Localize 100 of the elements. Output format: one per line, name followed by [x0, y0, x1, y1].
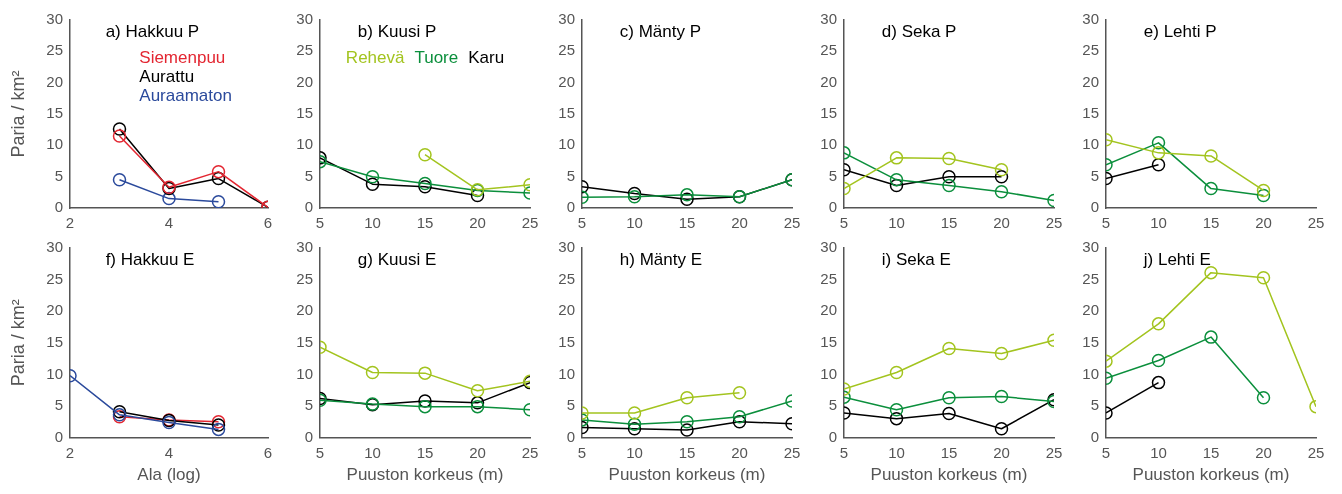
y-tick-label: 20: [46, 72, 63, 90]
x-tick-label: 20: [1255, 443, 1272, 461]
y-tick-label: 20: [820, 72, 837, 90]
y-tick-label: 25: [46, 41, 63, 59]
x-tick-label: 5: [577, 443, 587, 461]
y-tick-label: 15: [1082, 104, 1099, 122]
y-axis-title: Paria / km²: [7, 299, 28, 387]
y-tick-label: 10: [820, 135, 837, 153]
x-tick-label: 6: [263, 443, 273, 461]
y-tick-label: 30: [820, 238, 837, 256]
y-tick-label: 5: [54, 396, 63, 414]
x-tick-label: 20: [993, 214, 1010, 232]
y-tick-label: 20: [558, 301, 575, 319]
y-tick-label: 30: [46, 238, 63, 256]
y-tick-label: 10: [296, 135, 313, 153]
text: Aurattu: [139, 66, 195, 86]
y-tick-label: 15: [558, 104, 575, 122]
y-tick-label: 20: [1082, 301, 1099, 319]
y-tick-label: 20: [296, 72, 313, 90]
y-tick-label: 0: [1090, 427, 1099, 445]
chart-title: d) Seka P: [881, 21, 957, 41]
y-tick-label: 10: [296, 364, 313, 382]
y-tick-label: 20: [558, 72, 575, 90]
y-tick-label: 0: [54, 427, 63, 445]
y-tick-label: 0: [304, 198, 313, 216]
x-tick-label: 15: [1202, 214, 1220, 232]
x-tick-label: 25: [1045, 443, 1063, 461]
y-tick-label: 15: [46, 332, 63, 350]
y-tick-label: 30: [820, 10, 837, 28]
y-tick-label: 10: [558, 135, 575, 153]
x-tick-label: 20: [1255, 214, 1272, 232]
x-tick-label: 5: [577, 214, 587, 232]
text: Tuore: [414, 47, 459, 67]
y-tick-label: 20: [1082, 72, 1099, 90]
y-tick-label: 5: [828, 396, 837, 414]
chart-title: b) Kuusi P: [357, 21, 437, 41]
chart-title: g) Kuusi E: [357, 249, 437, 269]
y-tick-label: 30: [558, 238, 575, 256]
y-tick-label: 5: [828, 166, 837, 184]
text: Siemenpuu: [139, 47, 226, 67]
x-tick-label: 10: [1150, 214, 1167, 232]
x-tick-label: 5: [315, 214, 325, 232]
x-tick-label: 25: [783, 443, 801, 461]
chart-title: f) Hakkuu E: [105, 249, 195, 269]
y-tick-label: 25: [558, 41, 575, 59]
y-tick-label: 25: [558, 269, 575, 287]
y-tick-label: 15: [1082, 332, 1099, 350]
y-tick-label: 15: [558, 332, 575, 350]
x-tick-label: 20: [731, 443, 748, 461]
y-tick-label: 10: [558, 364, 575, 382]
y-tick-label: 0: [54, 198, 63, 216]
y-tick-label: 15: [820, 104, 837, 122]
chart-title: h) Mänty E: [619, 249, 702, 269]
x-tick-label: 10: [888, 443, 905, 461]
y-tick-label: 5: [1090, 396, 1099, 414]
y-tick-label: 10: [1082, 364, 1099, 382]
y-tick-label: 5: [304, 396, 313, 414]
chart-title: e) Lehti P: [1143, 21, 1217, 41]
text: Karu: [468, 47, 505, 67]
y-tick-label: 10: [46, 364, 63, 382]
x-tick-label: 15: [940, 214, 958, 232]
x-tick-label: 2: [65, 443, 75, 461]
x-tick-label: 15: [1202, 443, 1220, 461]
y-tick-label: 5: [304, 166, 313, 184]
x-tick-label: 10: [364, 443, 381, 461]
y-tick-label: 30: [558, 10, 575, 28]
x-tick-label: 25: [1307, 443, 1325, 461]
y-tick-label: 0: [828, 198, 837, 216]
y-tick-label: 5: [54, 166, 63, 184]
y-tick-label: 10: [46, 135, 63, 153]
y-tick-label: 25: [296, 41, 313, 59]
x-tick-label: 25: [783, 214, 801, 232]
chart-title: a) Hakkuu P: [105, 21, 200, 41]
y-tick-label: 15: [296, 104, 313, 122]
x-tick-label: 25: [521, 214, 539, 232]
y-tick-label: 25: [1082, 41, 1099, 59]
y-tick-label: 20: [820, 301, 837, 319]
x-tick-label: 20: [469, 443, 486, 461]
y-axis-title: Paria / km²: [7, 70, 28, 158]
x-tick-label: 6: [263, 214, 273, 232]
x-tick-label: 10: [888, 214, 905, 232]
x-tick-label: 2: [65, 214, 75, 232]
x-tick-label: 25: [1307, 214, 1325, 232]
y-tick-label: 20: [296, 301, 313, 319]
text: Rehevä: [345, 47, 405, 67]
x-tick-label: 10: [1150, 443, 1167, 461]
y-tick-label: 5: [1090, 166, 1099, 184]
x-tick-label: 15: [940, 443, 958, 461]
x-axis-title: Puuston korkeus (m): [870, 465, 1028, 485]
chart-title: i) Seka E: [881, 249, 951, 269]
y-tick-label: 30: [296, 10, 313, 28]
x-tick-label: 5: [1101, 443, 1111, 461]
x-tick-label: 20: [731, 214, 748, 232]
y-tick-label: 15: [296, 332, 313, 350]
x-tick-label: 25: [521, 443, 539, 461]
y-tick-label: 0: [304, 427, 313, 445]
x-tick-label: 10: [364, 214, 381, 232]
x-tick-label: 20: [993, 443, 1010, 461]
y-tick-label: 25: [820, 41, 837, 59]
x-tick-label: 15: [416, 443, 434, 461]
